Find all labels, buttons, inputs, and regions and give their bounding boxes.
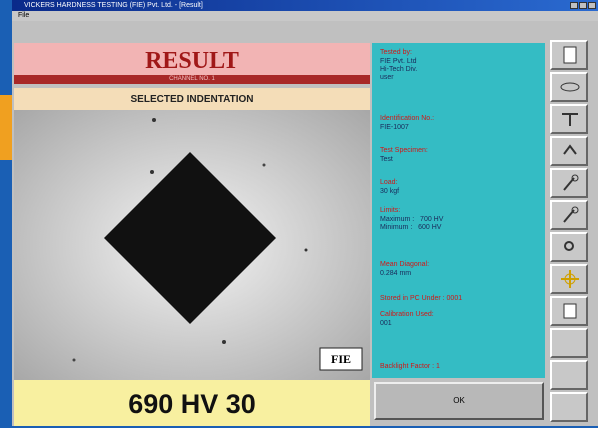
toolbar-button[interactable] <box>550 296 588 326</box>
indentation-image: FIE <box>14 110 370 380</box>
field-value: Hi-Tech Div. <box>380 66 417 73</box>
close-button[interactable] <box>588 2 596 9</box>
field-label: Mean Diagonal: <box>380 261 429 268</box>
toolbar-icon <box>552 362 586 388</box>
field-label: Stored in PC Under : 0001 <box>380 295 462 302</box>
field-label: Load: <box>380 179 398 186</box>
window-title: VICKERS HARDNESS TESTING (FIE) Pvt. Ltd.… <box>24 2 203 9</box>
field-value: 001 <box>380 320 392 327</box>
field-value: 30 kgf <box>380 188 399 195</box>
toolbar-button[interactable] <box>550 328 588 358</box>
field-label: Test Specimen: <box>380 147 428 154</box>
backlight-label: Backlight Factor : 1 <box>380 363 440 370</box>
toolbar-button[interactable] <box>550 200 588 230</box>
toolbar-icon <box>552 234 586 260</box>
field-value: Maximum : 700 HV <box>380 216 443 223</box>
toolbar-button[interactable] <box>550 264 588 294</box>
title-bar: VICKERS HARDNESS TESTING (FIE) Pvt. Ltd.… <box>12 0 598 11</box>
toolbar-icon <box>552 138 586 164</box>
channel-label: CHANNEL NO. 1 <box>14 75 370 84</box>
toolbar-icon <box>552 170 586 196</box>
page: VICKERS HARDNESS TESTING (FIE) Pvt. Ltd.… <box>0 0 598 426</box>
toolbar-button[interactable] <box>550 104 588 134</box>
field-label: Limits: <box>380 207 400 214</box>
toolbar-button[interactable] <box>550 360 588 390</box>
field-value: 0.284 mm <box>380 270 411 277</box>
field-value: FIE Pvt. Ltd <box>380 58 417 65</box>
toolbar-icon <box>552 394 586 420</box>
minimize-button[interactable] <box>570 2 578 9</box>
field-label: Calibration Used: <box>380 311 434 318</box>
field-value: Minimum : 600 HV <box>380 224 441 231</box>
maximize-button[interactable] <box>579 2 587 9</box>
toolbar-icon <box>552 202 586 228</box>
toolbar-icon <box>552 330 586 356</box>
field-label: Identification No.: <box>380 115 434 122</box>
result-heading: RESULT <box>14 43 370 75</box>
toolbar-button[interactable] <box>550 40 588 70</box>
desktop-strip <box>0 95 12 160</box>
toolbar-button[interactable] <box>550 168 588 198</box>
info-panel: Backlight Factor : 1 Tested by: FIE Pvt. … <box>372 43 545 378</box>
hardness-value: 690 HV 30 <box>14 380 370 426</box>
toolbar-button[interactable] <box>550 136 588 166</box>
toolbar-button[interactable] <box>550 232 588 262</box>
menu-item[interactable]: File <box>18 12 29 19</box>
toolbar-icon <box>552 74 586 100</box>
logo: FIE <box>331 352 351 366</box>
toolbar-icon <box>552 42 586 68</box>
field-value: user <box>380 74 394 81</box>
ok-button[interactable]: OK <box>374 382 544 420</box>
field-value: Test <box>380 156 393 163</box>
toolbar-button[interactable] <box>550 72 588 102</box>
menu-bar: File <box>12 11 598 21</box>
field-value: FIE-1007 <box>380 124 409 131</box>
toolbar-icon <box>552 298 586 324</box>
toolbar-icon <box>552 266 586 292</box>
toolbar-button[interactable] <box>550 392 588 422</box>
subheading: SELECTED INDENTATION <box>14 88 370 110</box>
toolbar-icon <box>552 106 586 132</box>
field-label: Tested by: <box>380 49 412 56</box>
